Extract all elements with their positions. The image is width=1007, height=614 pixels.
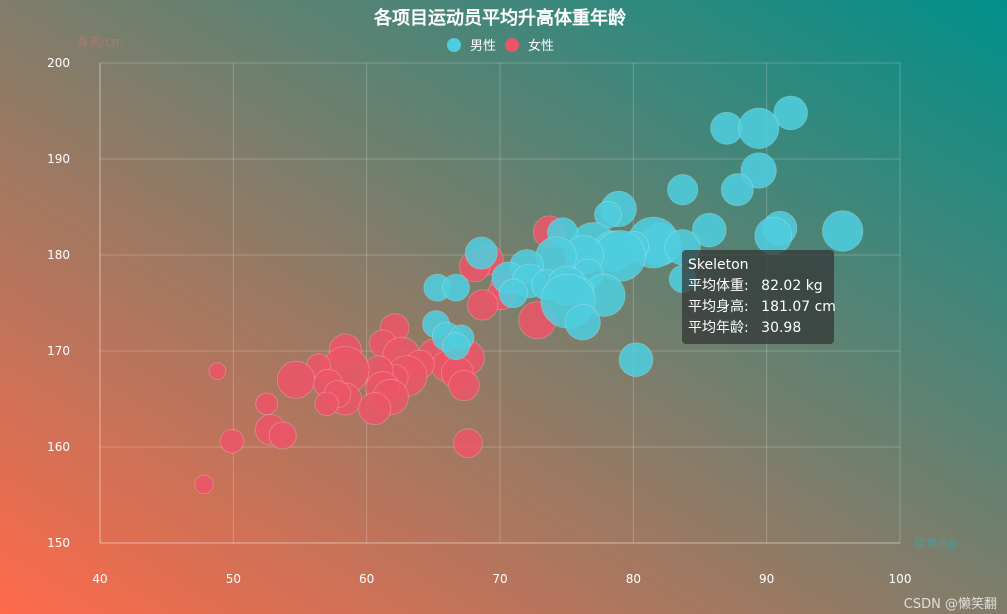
legend-marker-female (505, 38, 519, 52)
bubble-male[interactable] (442, 332, 470, 361)
bubble-male[interactable] (737, 107, 780, 149)
tooltip-age-row: 平均年龄: 30.98 (688, 318, 828, 339)
chart-title: 各项目运动员平均升高体重年龄 (373, 7, 627, 29)
y-tick-label: 160 (47, 440, 70, 454)
legend-label-male: 男性 (470, 39, 496, 54)
tooltip-height-label: 平均身高: (688, 299, 749, 315)
bubble-female[interactable] (208, 362, 227, 380)
tooltip-weight-label: 平均体重: (688, 278, 749, 294)
bubble-male[interactable] (821, 210, 864, 252)
bubble-male[interactable] (720, 173, 754, 207)
bubble-male[interactable] (564, 304, 601, 341)
bubble-female[interactable] (448, 369, 480, 402)
x-tick-label: 70 (492, 572, 507, 586)
bubble-male[interactable] (464, 236, 498, 270)
legend: 男性 女性 (447, 38, 554, 54)
tooltip-height-value: 181.07 cm (761, 299, 836, 315)
bubble-male[interactable] (773, 95, 808, 131)
tooltip-name: Skeleton (688, 257, 749, 273)
axes: 40 50 60 70 80 90 100 150 160 170 180 190 200 (47, 56, 911, 586)
bubble-male[interactable] (442, 273, 470, 302)
series-male (422, 95, 864, 377)
legend-item-female[interactable]: 女性 (505, 38, 554, 54)
x-tick-label: 90 (759, 572, 774, 586)
watermark: CSDN @懒笑翻 (903, 597, 997, 612)
legend-marker-male (447, 38, 461, 52)
bubble-male[interactable] (740, 152, 777, 189)
bubble-male[interactable] (710, 111, 744, 145)
bubble-female[interactable] (453, 428, 483, 458)
x-tick-label: 100 (889, 572, 912, 586)
bubble-female[interactable] (467, 289, 499, 321)
tooltip-height-row: 平均身高: 181.07 cm (688, 297, 836, 318)
bubble-female[interactable] (314, 391, 339, 417)
y-tick-label: 170 (47, 344, 70, 358)
x-tick-label: 60 (359, 572, 374, 586)
x-axis-label: 体重/kg (914, 536, 957, 550)
tooltip-age-label: 平均年龄: (688, 320, 749, 336)
bubble-female[interactable] (219, 429, 245, 454)
y-tick-label: 150 (47, 536, 70, 550)
x-tick-label: 50 (226, 572, 241, 586)
bubble-female[interactable] (268, 421, 297, 450)
bubble-female[interactable] (194, 474, 214, 495)
tooltip-age-value: 30.98 (761, 320, 802, 336)
y-axis-label: 身高/cm (77, 34, 123, 49)
bubble-male[interactable] (692, 212, 727, 248)
bubble-male[interactable] (618, 342, 654, 377)
y-tick-label: 180 (47, 248, 70, 262)
y-tick-label: 200 (47, 56, 70, 70)
bubble-female[interactable] (358, 392, 392, 426)
bubble-male[interactable] (754, 216, 793, 255)
x-tick-label: 40 (92, 572, 107, 586)
tooltip-weight-row: 平均体重: 82.02 kg (688, 276, 828, 297)
y-tick-label: 190 (47, 152, 70, 166)
bubble-female[interactable] (255, 392, 279, 416)
bubble-male[interactable] (667, 174, 699, 206)
x-tick-label: 80 (626, 572, 641, 586)
legend-item-male[interactable]: 男性 (447, 38, 496, 54)
series-female (194, 215, 566, 495)
tooltip: Skeleton 平均体重: 82.02 kg 平均身高: 181.07 cm … (682, 250, 836, 344)
tooltip-weight-value: 82.02 kg (761, 278, 823, 294)
bubble-female[interactable] (276, 360, 315, 399)
legend-label-female: 女性 (528, 38, 554, 54)
bubble-male[interactable] (498, 278, 529, 309)
